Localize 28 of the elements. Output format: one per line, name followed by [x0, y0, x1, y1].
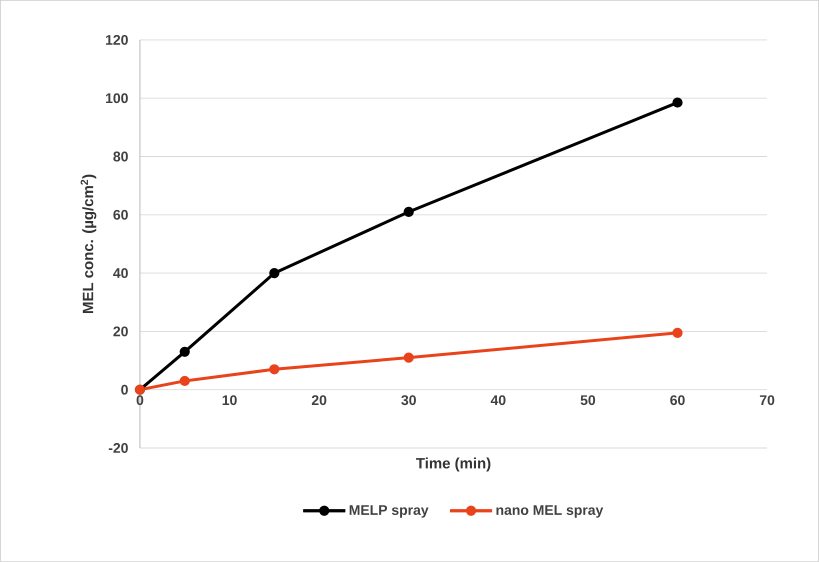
- x-tick-label: 40: [490, 395, 506, 406]
- y-tick-label: 80: [113, 152, 128, 162]
- x-axis-title: Time (min): [416, 458, 490, 472]
- point: [180, 376, 190, 386]
- point: [672, 98, 683, 108]
- point: [404, 352, 414, 363]
- x-tick-label: 10: [222, 395, 237, 406]
- y-tick-label: -20: [108, 443, 128, 453]
- legend-label: nano MEL spray: [496, 505, 604, 518]
- x-tick-label: 0: [136, 395, 144, 406]
- y-tick-label: 0: [121, 384, 128, 395]
- x-tick-label: 50: [580, 395, 596, 406]
- x-tick-label: 20: [312, 395, 326, 406]
- x-tick-label: 60: [670, 395, 685, 406]
- x-tick-label: 30: [401, 395, 416, 406]
- point: [672, 328, 683, 338]
- legend-label: MELP spray: [350, 505, 429, 518]
- y-tick-label: 120: [106, 34, 128, 45]
- x-tick-label: 70: [760, 395, 774, 406]
- y-tick-label: 60: [113, 210, 128, 220]
- point: [404, 206, 414, 218]
- point: [269, 268, 280, 278]
- point: [269, 364, 280, 374]
- y-tick-label: 40: [113, 268, 128, 278]
- y-tick-label: 20: [113, 326, 128, 336]
- y-tick-label: 100: [106, 93, 128, 104]
- y-axis-title: MEL conc. (µg/cm$^{2}$): [80, 174, 96, 314]
- point: [180, 346, 190, 357]
